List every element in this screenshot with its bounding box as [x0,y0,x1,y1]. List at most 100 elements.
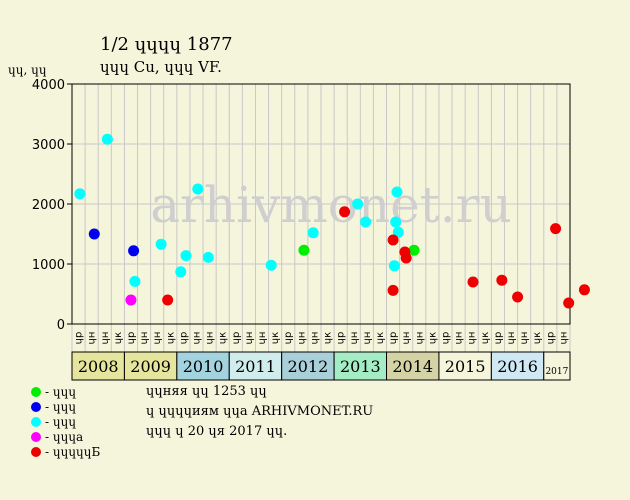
data-point [339,206,351,218]
x-tick-label: ɥр [441,332,452,345]
data-point [512,291,524,303]
data-point [387,284,399,296]
legend-label: - ɥɥɥ [45,400,76,414]
year-band [386,351,440,381]
year-band [543,351,571,381]
x-tick-label: ɥн [244,332,255,345]
data-point [496,274,508,286]
data-point [192,183,204,195]
year-label: 2013 [340,357,381,376]
y-tick-label: 1000 [32,258,65,273]
data-point [400,252,412,264]
year-band [228,351,283,381]
legend-label: - ɥɥɥ [45,385,76,399]
year-band [438,351,492,381]
data-point [392,226,404,238]
x-tick-label: ɥк [165,332,176,344]
year-label: 2016 [497,357,538,376]
x-tick-label: ɥк [218,332,229,344]
data-point [298,244,310,256]
x-tick-label: ɥн [296,332,307,345]
x-tick-label: ɥр [493,332,504,345]
data-point [88,228,100,240]
x-tick-label: ɥн [558,332,569,345]
legend-marker [31,387,41,397]
x-tick-label: ɥн [506,332,517,345]
data-point [180,250,192,262]
x-tick-label: ɥр [126,332,137,345]
year-band [123,351,178,381]
x-tick-label: ɥк [375,332,386,344]
data-point [175,266,187,278]
chart-title-line2: ɥɥɥ Cu, ɥɥɥ VF. [100,58,222,76]
x-tick-label: ɥн [454,332,465,345]
legend-marker [31,402,41,412]
year-label: 2017 [545,367,568,377]
data-point [563,297,575,309]
legend-label: - ɥɥɥɥɥБ [45,445,101,459]
x-tick-label: ɥн [519,332,530,345]
year-label: 2009 [130,357,171,376]
data-point [391,186,403,198]
info-line1: ɥɥняя ɥɥ 1253 ɥɥ [146,384,267,399]
data-point [202,251,214,263]
data-point [265,259,277,271]
data-points [74,133,590,309]
x-tick-label: ɥн [205,332,216,345]
x-tick-label: ɥн [362,332,373,345]
data-point [387,234,399,246]
year-label: 2010 [183,357,224,376]
x-tick-label: ɥр [545,332,556,345]
x-tick-label: ɥн [152,332,163,345]
x-tick-label: ɥр [178,332,189,345]
x-tick-label: ɥн [309,332,320,345]
x-tick-label: ɥн [401,332,412,345]
info-line2: ɥ ɥɥɥɥиям ɥɥа ARHIVMONET.RU [146,404,373,419]
legend-marker [31,447,41,457]
plot-frame [71,83,571,325]
data-point [578,284,590,296]
x-tick-label: ɥк [427,332,438,344]
x-tick-label: ɥк [270,332,281,344]
x-tick-label: ɥр [231,332,242,345]
data-point [467,276,479,288]
data-point [360,216,372,228]
data-point [74,188,86,200]
year-label: 2011 [235,357,276,376]
data-point [128,245,140,257]
year-label: 2008 [78,357,119,376]
data-point [129,275,141,287]
x-tick-label: ɥн [139,332,150,345]
legend-marker [31,432,41,442]
data-point [390,216,402,228]
data-point [101,133,113,145]
x-tick-label: ɥн [349,332,360,345]
x-tick-label: ɥр [336,332,347,345]
data-point [125,294,137,306]
legend-marker [31,417,41,427]
x-tick-label: ɥн [414,332,425,345]
y-tick-label: 0 [57,318,65,333]
x-tick-label: ɥк [532,332,543,344]
x-tick-label: ɥн [467,332,478,345]
x-tick-label: ɥн [87,332,98,345]
data-point [352,198,364,210]
x-tick-label: ɥр [74,332,85,345]
data-point [162,294,174,306]
x-tick-label: ɥн [257,332,268,345]
year-label: 2012 [288,357,329,376]
data-point [388,260,400,272]
x-tick-label: ɥн [100,332,111,345]
chart-title-line1: 1/2 ɥɥɥɥ 1877 [100,34,233,55]
x-tick-label: ɥк [323,332,334,344]
x-tick-label: ɥр [388,332,399,345]
data-point [550,223,562,235]
x-tick-label: ɥр [283,332,294,345]
legend-label: - ɥɥɥа [45,430,83,444]
year-label: 2014 [392,357,433,376]
year-label: 2015 [445,357,486,376]
x-tick-label: ɥк [113,332,124,344]
year-band [333,351,388,381]
data-point [155,238,167,250]
